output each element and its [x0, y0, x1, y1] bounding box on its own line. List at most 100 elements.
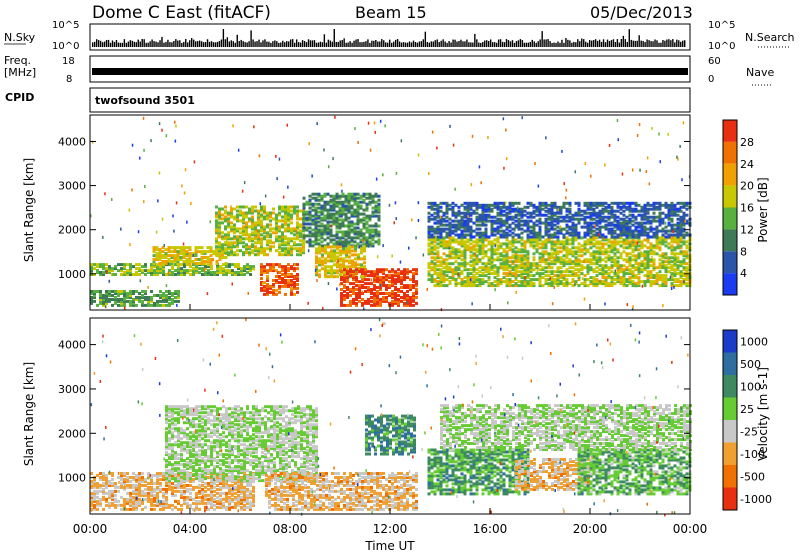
heatmap-cell — [344, 224, 348, 228]
heatmap-cell — [637, 231, 641, 235]
heatmap-cell — [364, 270, 367, 274]
heatmap-cell — [667, 221, 671, 225]
heatmap-cell — [550, 276, 554, 280]
heatmap-cell — [338, 206, 342, 210]
heatmap-cell — [321, 253, 324, 257]
heatmap-cell — [394, 294, 397, 297]
heatmap-cell — [308, 242, 312, 246]
heatmap-cell — [634, 260, 638, 264]
heatmap-cell — [335, 240, 339, 244]
heatmap-cell — [475, 248, 479, 252]
heatmap-cell — [601, 211, 605, 215]
heatmap-cell — [604, 242, 608, 246]
heatmap-cell — [451, 201, 455, 205]
heatmap-cell — [412, 274, 415, 278]
heatmap-cell — [673, 258, 677, 262]
heatmap-cell — [336, 247, 339, 251]
heatmap-cell — [580, 272, 584, 276]
heatmap-cell — [685, 266, 689, 270]
heatmap-cell — [305, 216, 309, 220]
heatmap-cell — [559, 209, 563, 213]
heatmap-cell — [126, 273, 129, 276]
heatmap-cell — [493, 252, 497, 256]
heatmap-cell — [180, 271, 183, 274]
heatmap-cell — [391, 278, 394, 282]
heatmap-cell — [129, 263, 132, 267]
nsky-bar — [398, 41, 401, 47]
heatmap-cell — [442, 274, 446, 278]
heatmap-cell — [490, 207, 494, 211]
heatmap-cell — [358, 284, 361, 288]
nsky-bar — [634, 40, 636, 47]
heatmap-cell — [213, 273, 216, 276]
heatmap-cell — [550, 242, 554, 246]
heatmap-cell — [263, 269, 266, 273]
heatmap-cell — [388, 284, 391, 288]
heatmap-cell — [362, 222, 366, 226]
heatmap-cell — [685, 203, 689, 207]
heatmap-cell — [505, 252, 509, 256]
heatmap-cell — [502, 231, 506, 235]
heatmap-cell — [610, 282, 614, 286]
heatmap-cell — [535, 240, 539, 244]
heatmap-cell — [342, 257, 345, 261]
heatmap-cell — [167, 248, 171, 252]
heatmap-cell — [215, 221, 218, 225]
heatmap-cell — [574, 211, 578, 215]
heatmap-cell — [335, 218, 339, 222]
heatmap-cell — [368, 196, 372, 200]
nsky-bar — [596, 40, 599, 47]
heatmap-cell — [577, 268, 581, 272]
heatmap-cell — [451, 236, 455, 240]
heatmap-cell — [260, 221, 263, 225]
heatmap-cell — [439, 274, 443, 278]
heatmap-cell — [463, 256, 467, 260]
heatmap-cell — [685, 282, 689, 286]
heatmap-cell — [628, 246, 632, 250]
heatmap-cell — [343, 296, 346, 299]
heatmap-cell — [586, 207, 590, 211]
heatmap-cell — [670, 223, 674, 227]
heatmap-cell — [439, 262, 443, 266]
heatmap-cell — [353, 196, 357, 200]
heatmap-cell — [643, 262, 647, 266]
nsky-bar — [600, 41, 603, 47]
heatmap-cell — [275, 223, 278, 227]
heatmap-cell — [475, 203, 479, 207]
heatmap-cell — [314, 236, 318, 240]
heatmap-cell — [153, 303, 156, 307]
heatmap-cell — [329, 214, 333, 218]
heatmap-cell — [655, 276, 659, 280]
heatmap-cell — [382, 272, 385, 276]
heatmap-cell — [278, 253, 281, 257]
heatmap-cell — [370, 272, 373, 276]
nsky-bar — [630, 39, 632, 47]
heatmap-cell — [302, 202, 306, 206]
heatmap-cell — [655, 227, 659, 231]
heatmap-cell — [215, 253, 218, 257]
heatmap-cell — [487, 205, 491, 209]
heatmap-cell — [340, 288, 343, 291]
heatmap-cell — [556, 242, 560, 246]
heatmap-cell — [99, 298, 102, 301]
heatmap-cell — [634, 229, 638, 233]
heatmap-cell — [526, 219, 530, 223]
heatmap-cell — [559, 270, 563, 274]
heatmap-cell — [562, 227, 566, 231]
heatmap-cell — [628, 272, 632, 276]
heatmap-cell — [260, 271, 263, 274]
heatmap-cell — [433, 211, 437, 215]
heatmap-cell — [679, 229, 683, 233]
heatmap-cell — [338, 196, 342, 200]
heatmap-cell — [394, 286, 397, 289]
heatmap-cell — [266, 275, 269, 278]
heatmap-cell — [314, 214, 318, 218]
nsky-bar — [470, 42, 472, 47]
heatmap-cell — [293, 243, 296, 247]
nsky-bar — [371, 40, 373, 47]
heatmap-cell — [278, 286, 281, 290]
heatmap-cell — [174, 292, 177, 295]
heatmap-cell — [601, 276, 605, 280]
heatmap-cell — [649, 225, 653, 229]
nsky-bar — [583, 39, 585, 47]
